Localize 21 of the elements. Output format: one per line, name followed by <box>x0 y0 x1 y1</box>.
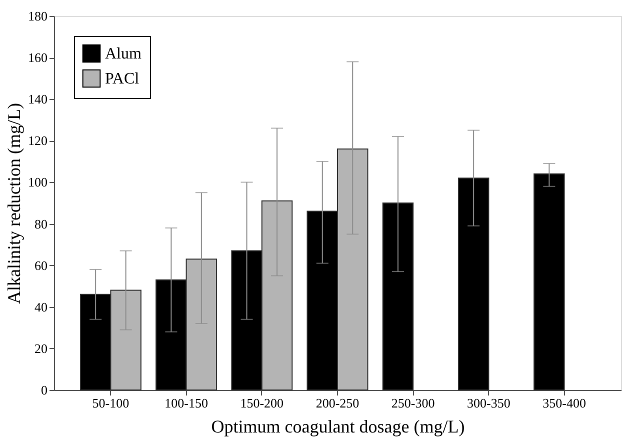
y-tick-label: 80 <box>34 216 48 232</box>
legend-label: PACl <box>105 70 140 88</box>
legend-label: Alum <box>105 46 142 62</box>
y-tick-label: 0 <box>41 382 48 398</box>
x-tick-label: 300-350 <box>467 396 510 410</box>
x-tick-label: 150-200 <box>240 396 284 410</box>
x-tick-label: 50-100 <box>92 396 130 410</box>
y-tick-label: 60 <box>34 258 48 273</box>
x-tick-label: 250-300 <box>391 396 435 410</box>
y-tick-label: 120 <box>28 133 48 148</box>
y-tick-label: 180 <box>28 8 48 24</box>
y-axis-title: Alkalinity reduction (mg/L) <box>4 103 24 304</box>
y-tick-label: 160 <box>28 50 48 66</box>
y-tick-label: 100 <box>28 174 48 190</box>
x-axis-title: Optimum coagulant dosage (mg/L) <box>211 416 465 436</box>
y-tick-label: 40 <box>34 299 48 314</box>
y-tick-label: 140 <box>28 92 48 107</box>
x-tick-label: 350-400 <box>542 396 586 410</box>
x-tick-label: 200-250 <box>316 396 360 410</box>
y-tick-label: 20 <box>34 340 48 356</box>
x-tick-label: 100-150 <box>164 396 208 410</box>
